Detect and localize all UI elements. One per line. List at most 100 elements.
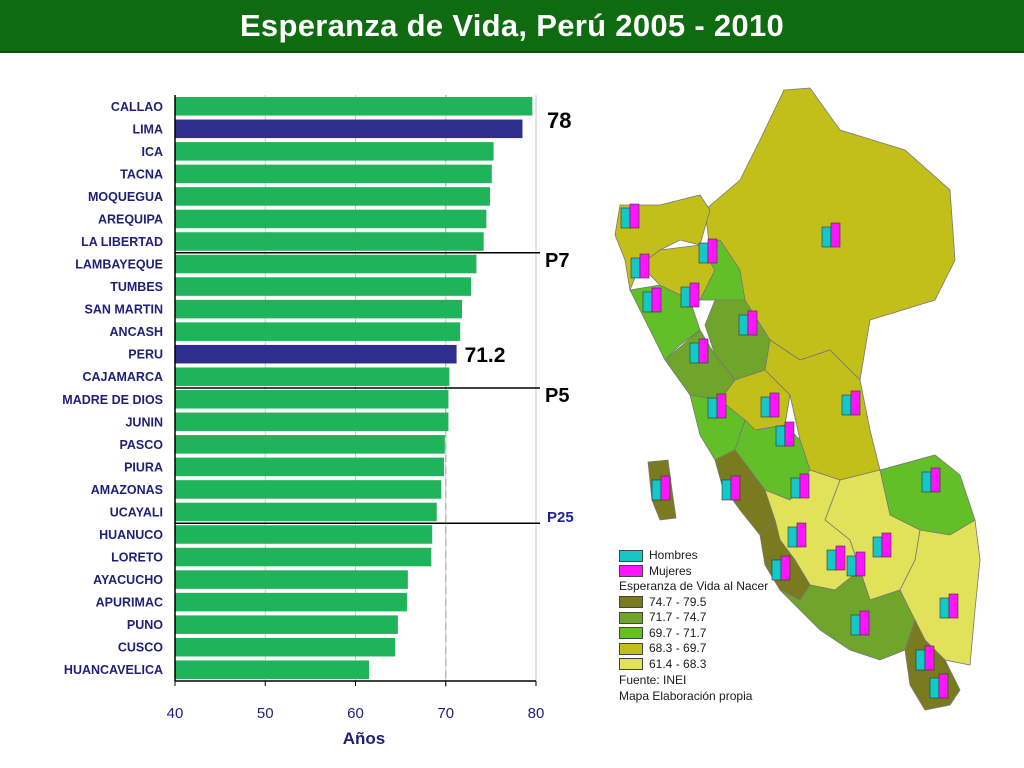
- map-hombres-bar: [939, 597, 950, 619]
- category-label: LAMBAYEQUE: [75, 258, 163, 272]
- bar: [175, 615, 398, 634]
- bar: [175, 502, 437, 522]
- hombres-swatch: [619, 549, 643, 562]
- category-label: TACNA: [120, 167, 163, 181]
- legend-heading: Esperanza de Vida al Nacer: [619, 579, 769, 593]
- map-mujeres-bar: [948, 593, 959, 619]
- map-hombres-bar: [775, 425, 786, 447]
- page-title: Esperanza de Vida, Perú 2005 - 2010: [239, 8, 785, 43]
- map-note: Mapa Elaboración propia: [619, 688, 753, 703]
- map-mujeres-bar: [689, 282, 700, 308]
- category-label: HUANCAVELICA: [64, 663, 163, 677]
- map-mujeres-bar: [639, 253, 650, 279]
- map-sex-bars: [620, 203, 959, 699]
- category-label: JUNIN: [125, 415, 163, 429]
- bar: [175, 119, 523, 139]
- legend-mujeres: Mujeres: [619, 564, 768, 580]
- legend-class-3: 69.7 - 71.7: [619, 626, 768, 642]
- annotation-p5: P5: [545, 385, 569, 407]
- bar: [175, 525, 433, 544]
- map-hombres-bar: [689, 342, 700, 364]
- map-mujeres-bar: [799, 473, 810, 499]
- map-hombres-bar: [850, 614, 861, 636]
- map-hombres-bar: [642, 291, 653, 313]
- map-hombres-bar: [787, 526, 798, 548]
- category-label: CALLAO: [111, 100, 163, 114]
- x-tick-label: 70: [437, 705, 454, 722]
- category-label: LORETO: [111, 551, 163, 565]
- legend-class-5: 61.4 - 68.3: [619, 657, 768, 673]
- map-mujeres-bar: [796, 522, 807, 548]
- bar: [175, 209, 487, 229]
- bar: [175, 322, 461, 341]
- map-hombres-bar: [826, 549, 837, 571]
- bar: [175, 660, 370, 679]
- annotation-p25: P25: [547, 509, 574, 526]
- category-label: CAJAMARCA: [82, 370, 163, 384]
- category-label: APURIMAC: [96, 596, 163, 610]
- category-label: CUSCO: [118, 641, 163, 655]
- map-mujeres-bar: [938, 673, 949, 699]
- bar: [175, 547, 432, 567]
- map-mujeres-bar: [881, 532, 892, 558]
- map-legend: Hombres Mujeres Esperanza de Vida al Nac…: [619, 548, 768, 704]
- map-hombres-bar: [821, 226, 832, 248]
- category-label: TUMBES: [110, 280, 163, 294]
- map-hombres-bar: [846, 555, 857, 577]
- map-mujeres-bar: [651, 287, 662, 313]
- category-label: SAN MARTIN: [85, 303, 163, 317]
- category-label: LIMA: [132, 122, 163, 136]
- map-region-puno: [899, 519, 981, 666]
- category-label: PERU: [128, 348, 163, 362]
- map-hombres-bar: [698, 242, 709, 264]
- title-bar: Esperanza de Vida, Perú 2005 - 2010: [0, 0, 1024, 53]
- bar: [175, 457, 444, 477]
- x-tick-label: 50: [257, 705, 274, 722]
- legend-class-2: 71.7 - 74.7: [619, 610, 768, 626]
- class-5-swatch: [619, 658, 643, 671]
- category-label: PASCO: [119, 438, 163, 452]
- legend-hombres: Hombres: [619, 548, 768, 564]
- bar: [175, 254, 477, 274]
- x-tick-label: 40: [167, 705, 184, 722]
- map-hombres-bar: [738, 314, 749, 336]
- bar: [175, 367, 450, 386]
- bar-chart: CALLAO LIMA ICA TACNA MOQUEGUA AREQUIPA LA LIB…: [62, 95, 574, 748]
- bar: [175, 592, 407, 612]
- map-mujeres-bar: [855, 551, 866, 577]
- map-mujeres-bar: [780, 555, 791, 581]
- bar: [175, 570, 408, 589]
- map-hombres-bar: [760, 396, 771, 418]
- map-mujeres-bar: [859, 610, 870, 636]
- map-hombres-bar: [929, 677, 940, 699]
- category-label: HUANUCO: [99, 528, 163, 542]
- category-label: MADRE DE DIOS: [62, 393, 163, 407]
- map-hombres-bar: [620, 207, 631, 229]
- map-mujeres-bar: [698, 338, 709, 364]
- bar: [175, 277, 472, 296]
- map-hombres-bar: [915, 649, 926, 671]
- mujeres-swatch: [619, 565, 643, 578]
- map-mujeres-bar: [716, 393, 727, 419]
- map-hombres-bar: [771, 559, 782, 581]
- x-axis-label: Años: [343, 729, 386, 748]
- category-label: AREQUIPA: [98, 212, 163, 226]
- bar: [175, 142, 494, 161]
- class-3-swatch: [619, 627, 643, 640]
- bar: [175, 232, 484, 251]
- map-mujeres-bar: [830, 222, 841, 248]
- bar: [175, 480, 442, 499]
- bar: [175, 187, 490, 206]
- map-mujeres-bar: [924, 645, 935, 671]
- map-mujeres-bar: [629, 203, 640, 229]
- bar: [175, 299, 462, 319]
- category-label: AYACUCHO: [93, 573, 163, 587]
- bar: [175, 390, 449, 409]
- map-hombres-bar: [872, 536, 883, 558]
- map-mujeres-bar: [930, 467, 941, 493]
- category-label: AMAZONAS: [91, 483, 163, 497]
- map-mujeres-bar: [784, 421, 795, 447]
- map-mujeres-bar: [660, 475, 671, 501]
- category-label: LA LIBERTAD: [81, 235, 163, 249]
